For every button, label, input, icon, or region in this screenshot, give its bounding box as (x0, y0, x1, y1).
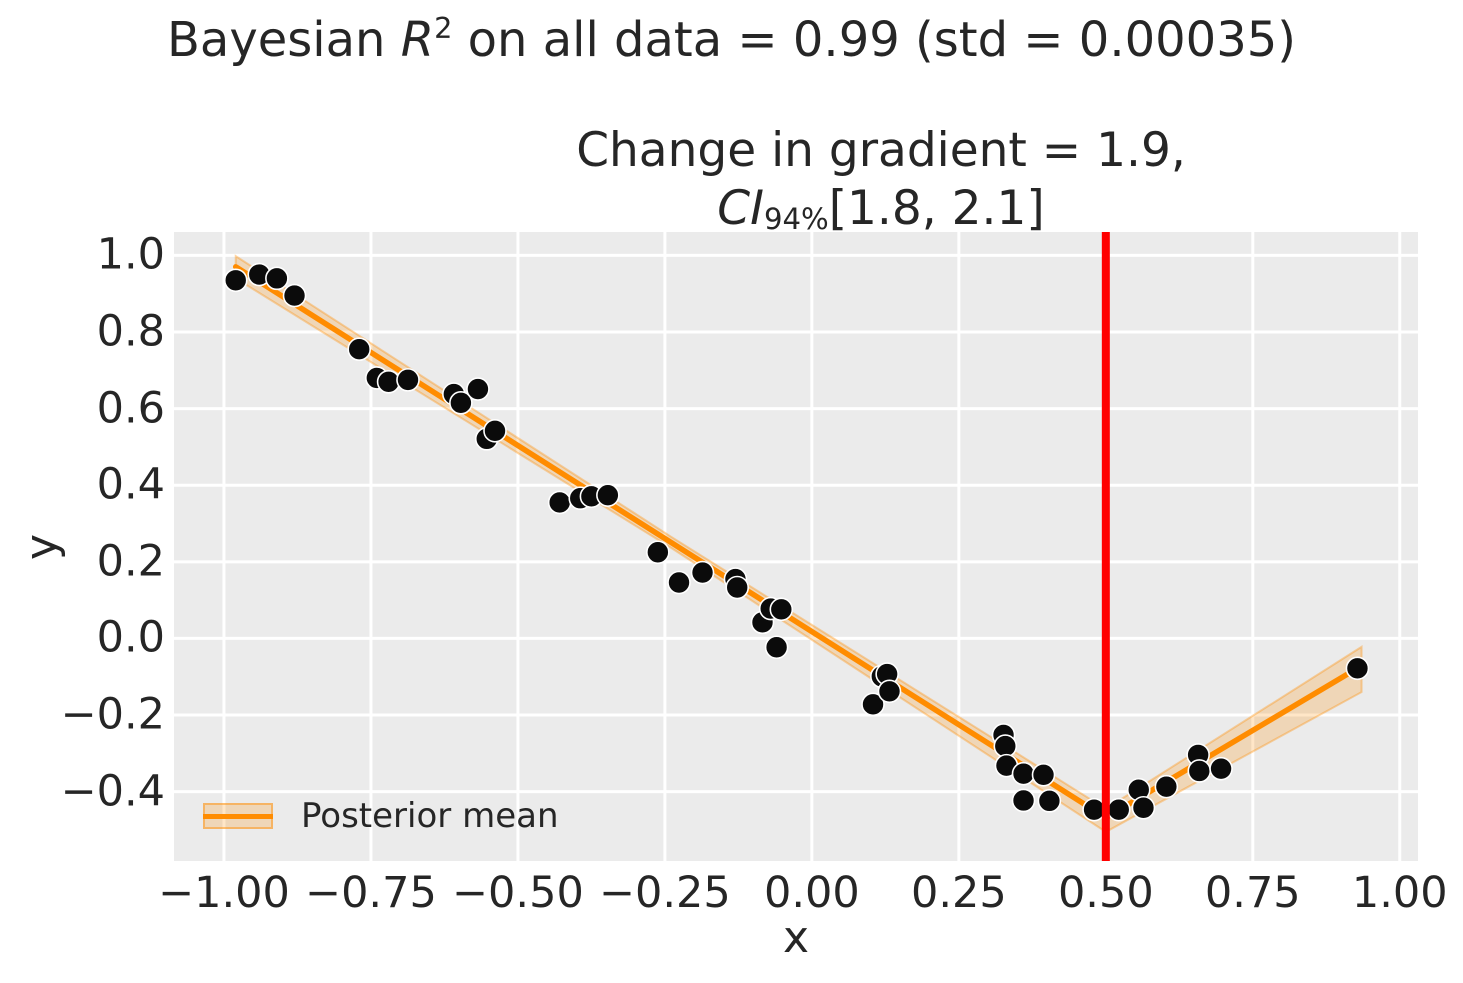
scatter-point (347, 337, 371, 362)
x-tick-label: 0.00 (763, 868, 860, 918)
scatter-point (1082, 797, 1106, 822)
scatter-point (1106, 797, 1131, 822)
x-tick-label: −1.00 (158, 868, 290, 918)
scatter-point (1154, 774, 1179, 799)
y-tick-label: −0.4 (60, 766, 165, 817)
scatter-point (646, 540, 670, 565)
y-tick-label: 0.0 (96, 612, 165, 663)
scatter-point (547, 490, 572, 515)
annotation-ci-prefix: CI (717, 180, 764, 236)
legend-posterior-line-icon (203, 813, 273, 819)
y-tick-label: −0.2 (60, 689, 165, 740)
chart-title: Bayesian R2 on all data = 0.99 (std = 0.… (0, 11, 1463, 68)
x-tick-label: −0.25 (599, 868, 731, 918)
x-tick-label: 0.25 (910, 868, 1007, 918)
scatter-point (1011, 788, 1036, 813)
scatter-point (667, 570, 691, 595)
scatter-point (764, 635, 789, 660)
annotation-ci-subscript: 94% (763, 202, 829, 237)
scatter-point (1011, 761, 1036, 786)
scatter-point (396, 368, 420, 392)
y-tick-label: 0.2 (96, 536, 165, 587)
scatter-point (483, 419, 507, 443)
scatter-point (877, 679, 902, 704)
scatter-point (449, 391, 473, 415)
scatter-point (769, 597, 794, 622)
annotation-ci-interval: [1.8, 2.1] (828, 180, 1045, 236)
legend-label: Posterior mean (301, 796, 559, 836)
title-superscript: 2 (434, 11, 453, 46)
scatter-point (1037, 789, 1062, 813)
x-tick-label: 1.00 (1351, 868, 1448, 918)
y-tick-label: 0.4 (96, 459, 165, 510)
x-tick-label: 0.50 (1057, 868, 1154, 918)
scatter-point (690, 560, 715, 585)
scatter-point (282, 283, 307, 308)
scatter-point (993, 734, 1018, 758)
scatter-point (1345, 656, 1370, 681)
scatter-point (861, 692, 885, 717)
scatter-point (1209, 756, 1233, 781)
x-tick-label: −0.50 (452, 868, 584, 918)
scatter-point (265, 266, 289, 291)
legend-posterior-swatch (203, 803, 273, 829)
y-axis-label: y (16, 533, 67, 561)
scatter-point (1131, 795, 1156, 820)
legend: Posterior mean (203, 796, 559, 836)
x-tick-label: 0.75 (1204, 868, 1301, 918)
title-prefix: Bayesian (166, 12, 401, 68)
scatter-point (596, 483, 620, 507)
x-axis-label: x (782, 912, 810, 963)
scatter-point (376, 369, 401, 394)
scatter-point (1031, 763, 1056, 787)
scatter-point (1187, 759, 1212, 783)
y-tick-label: 0.8 (96, 306, 165, 357)
title-math-r: R (400, 12, 435, 68)
y-tick-label: 1.0 (96, 229, 165, 280)
y-tick-label: 0.6 (96, 383, 165, 434)
title-rest: on all data = 0.99 (std = 0.00035) (452, 12, 1296, 68)
x-tick-label: −0.75 (305, 868, 437, 918)
annotation: Change in gradient = 1.9, CI94%[1.8, 2.1… (576, 122, 1186, 238)
scatter-point (725, 575, 750, 600)
scatter-point (466, 377, 490, 401)
scatter-point (223, 268, 248, 293)
annotation-change-in-gradient: Change in gradient = 1.9, (576, 123, 1186, 178)
